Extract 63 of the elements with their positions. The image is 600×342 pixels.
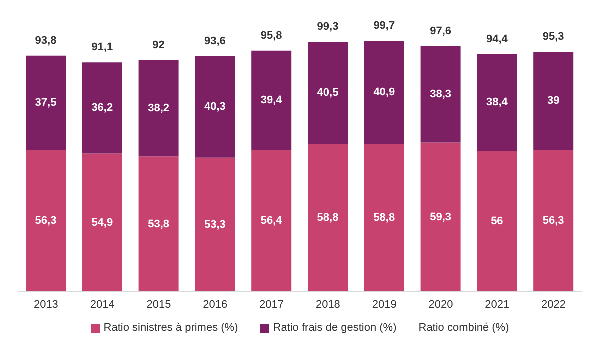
x-tick-label: 2020 [428,298,454,311]
bar [138,60,179,157]
x-tick-label: 2015 [146,298,172,311]
total-label: 91,1 [92,42,114,54]
x-tick-label: 2018 [316,298,340,311]
data-label: 58,8 [374,212,396,224]
total-label: 99,3 [317,21,339,34]
data-label: 40,3 [204,101,226,114]
data-label: 36,2 [92,102,114,114]
bar [308,144,348,292]
bar [252,50,292,150]
bar [308,42,348,144]
data-label: 59,3 [430,211,452,224]
bar [138,156,179,292]
data-label: 53,8 [148,218,170,230]
total-label: 95,3 [542,31,564,44]
data-label: 56 [491,216,504,228]
bar [26,56,66,150]
total-label: 92 [152,39,165,52]
data-label: 37,5 [35,97,57,110]
total-label: 99,7 [374,20,396,32]
total-label: 95,8 [260,30,282,42]
data-label: 40,5 [317,87,339,100]
bar [420,46,461,143]
x-tick-label: 2017 [260,298,284,311]
x-tick-label: 2021 [485,298,510,311]
x-tick-label: 2022 [542,298,566,311]
bar [364,41,404,144]
x-tick-label: 2016 [203,298,228,311]
total-label: 93,6 [204,35,226,48]
data-label: 53,3 [204,218,226,231]
bar [534,150,574,292]
x-tick-label: 2013 [34,298,58,311]
bar [477,54,518,152]
legend-label: Ratio frais de gestion (%) [273,322,397,334]
data-label: 38,4 [486,96,509,109]
legend-title: Ratio combiné (%) [418,322,510,334]
legend-label: Ratio sinistres à primes (%) [104,322,238,334]
bar [252,150,292,292]
data-label: 40,9 [374,86,396,98]
x-tick-label: 2019 [372,298,397,311]
total-label: 94,4 [486,33,509,46]
bar [420,142,461,292]
bar [195,56,236,158]
data-label: 56,3 [35,215,57,228]
data-label: 39 [547,95,560,108]
total-label: 93,8 [35,34,57,47]
bar [26,150,66,292]
data-label: 38,2 [148,102,170,114]
data-label: 38,3 [430,88,452,101]
total-label: 97,6 [430,25,452,38]
data-label: 56,3 [542,215,564,228]
bar [82,62,122,154]
data-label: 39,4 [260,94,284,106]
data-label: 58,8 [317,212,339,224]
bar [534,52,574,150]
bar [195,158,236,292]
data-label: 54,9 [92,216,114,229]
bar [364,144,404,292]
x-tick-label: 2014 [90,298,115,311]
data-label: 56,4 [260,215,284,228]
bar [82,154,122,292]
bar [477,151,518,292]
